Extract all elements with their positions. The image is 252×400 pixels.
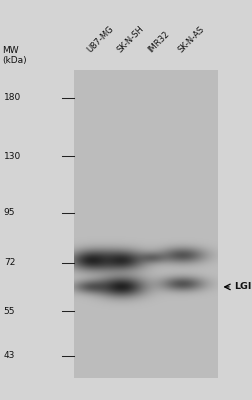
Text: IMR32: IMR32 xyxy=(146,29,171,54)
Text: 180: 180 xyxy=(4,93,21,102)
Text: 55: 55 xyxy=(4,307,15,316)
Text: SK-N-AS: SK-N-AS xyxy=(176,24,206,54)
Text: U87-MG: U87-MG xyxy=(86,24,116,54)
Text: 72: 72 xyxy=(4,258,15,267)
Text: 43: 43 xyxy=(4,351,15,360)
Text: MW
(kDa): MW (kDa) xyxy=(3,46,27,65)
Text: SK-N-SH: SK-N-SH xyxy=(116,24,146,54)
Text: 130: 130 xyxy=(4,152,21,161)
Text: LGI1: LGI1 xyxy=(234,282,252,292)
Text: 95: 95 xyxy=(4,208,15,218)
